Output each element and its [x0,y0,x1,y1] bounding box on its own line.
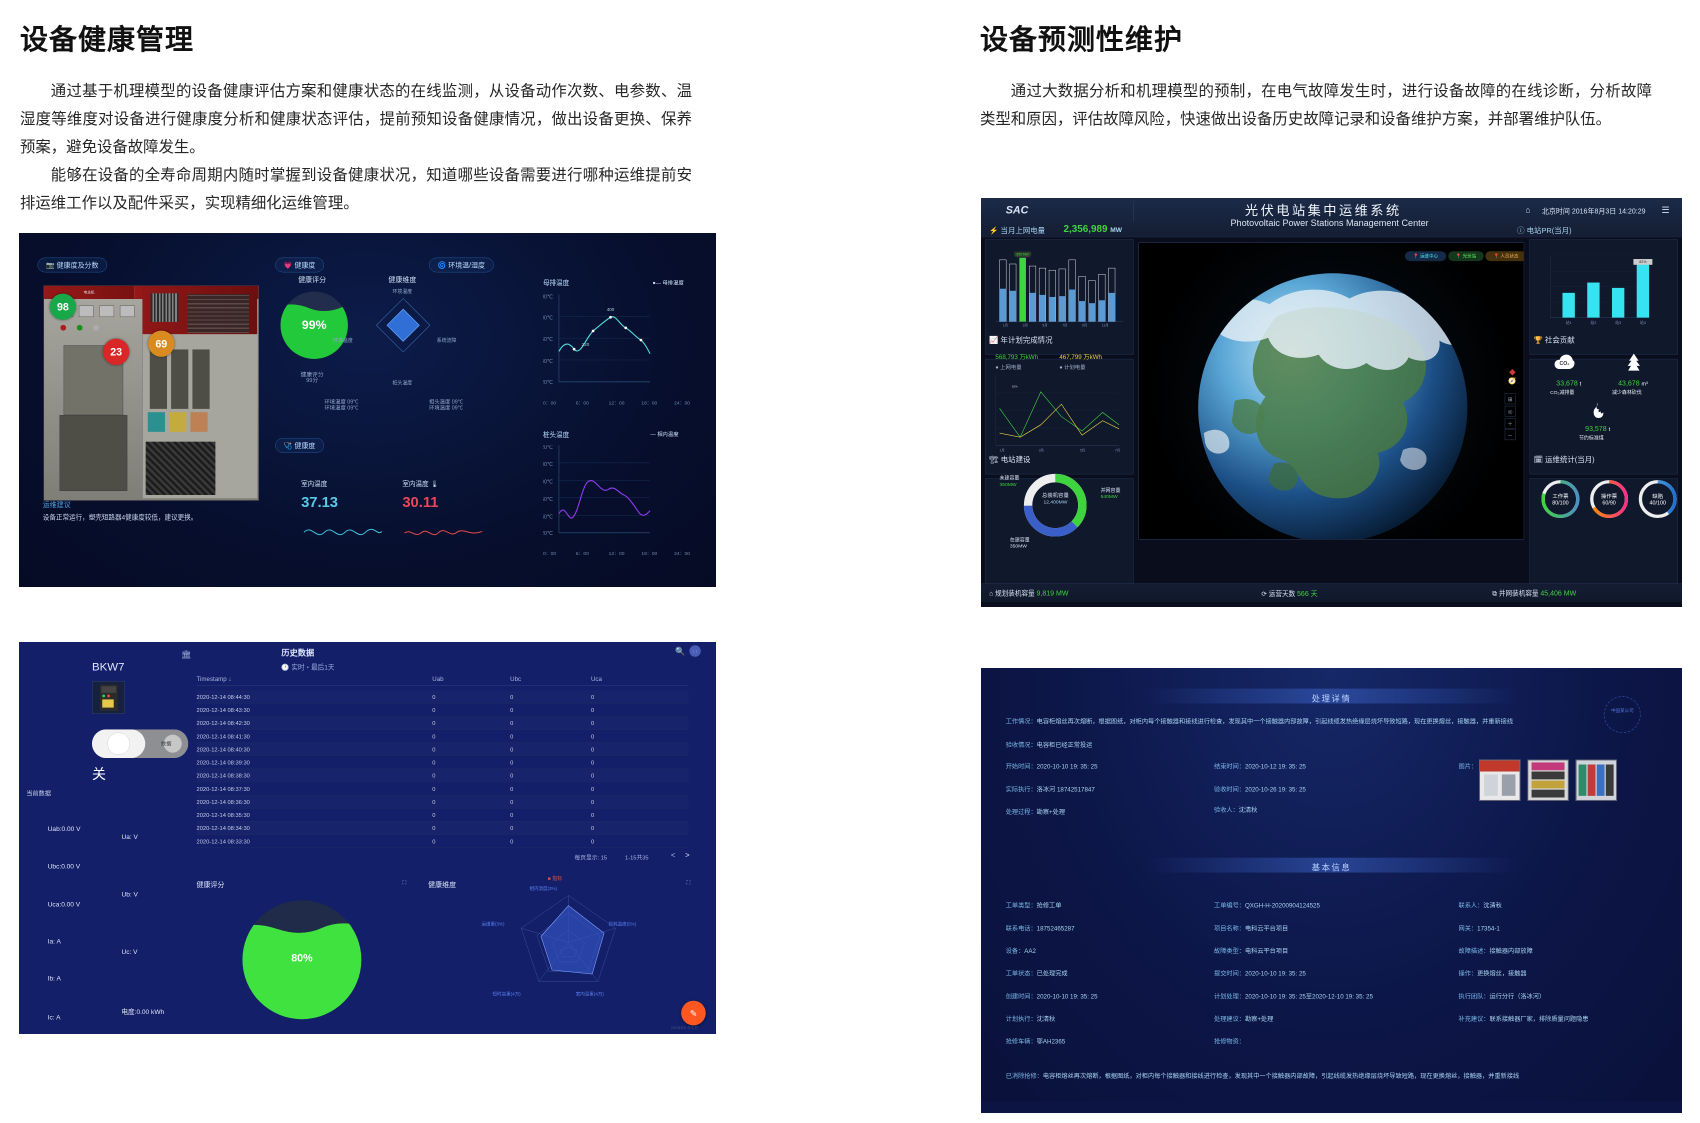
svg-text:62%: 62% [1012,385,1018,389]
svg-text:400: 400 [607,307,615,312]
svg-text:站1: 站1 [1566,320,1572,325]
svg-text:20℃: 20℃ [543,531,553,537]
svg-text:120℃: 120℃ [543,445,553,451]
svg-text:站3: 站3 [1615,320,1621,325]
svg-text:CO₂: CO₂ [1560,361,1571,367]
svg-text:1月: 1月 [1003,324,1008,328]
svg-text:9月: 9月 [1082,324,1087,328]
svg-text:5月: 5月 [1042,324,1047,328]
svg-text:数据: 数据 [161,740,172,748]
svg-text:11月: 11月 [1102,324,1109,328]
svg-text:40℃: 40℃ [543,359,553,365]
svg-text:82%: 82% [1639,260,1647,264]
svg-text:7月: 7月 [1115,449,1120,453]
svg-text:5月: 5月 [1080,449,1085,453]
svg-text:1月: 1月 [1000,449,1005,453]
svg-text:220: 220 [582,342,590,347]
svg-text:100℃: 100℃ [543,295,553,301]
svg-text:605 MW: 605 MW [1017,252,1030,256]
svg-text:60℃: 60℃ [543,497,553,503]
svg-text:3月: 3月 [1023,324,1028,328]
svg-text:100℃: 100℃ [543,462,553,468]
svg-text:80℃: 80℃ [543,316,553,322]
svg-text:40℃: 40℃ [543,514,553,520]
svg-text:站2: 站2 [1591,320,1597,325]
svg-text:站4: 站4 [1640,320,1646,325]
svg-text:20℃: 20℃ [543,380,553,386]
svg-text:7月: 7月 [1062,324,1067,328]
svg-text:3月: 3月 [1039,449,1044,453]
svg-text:80℃: 80℃ [543,479,553,485]
svg-text:60℃: 60℃ [543,337,553,343]
